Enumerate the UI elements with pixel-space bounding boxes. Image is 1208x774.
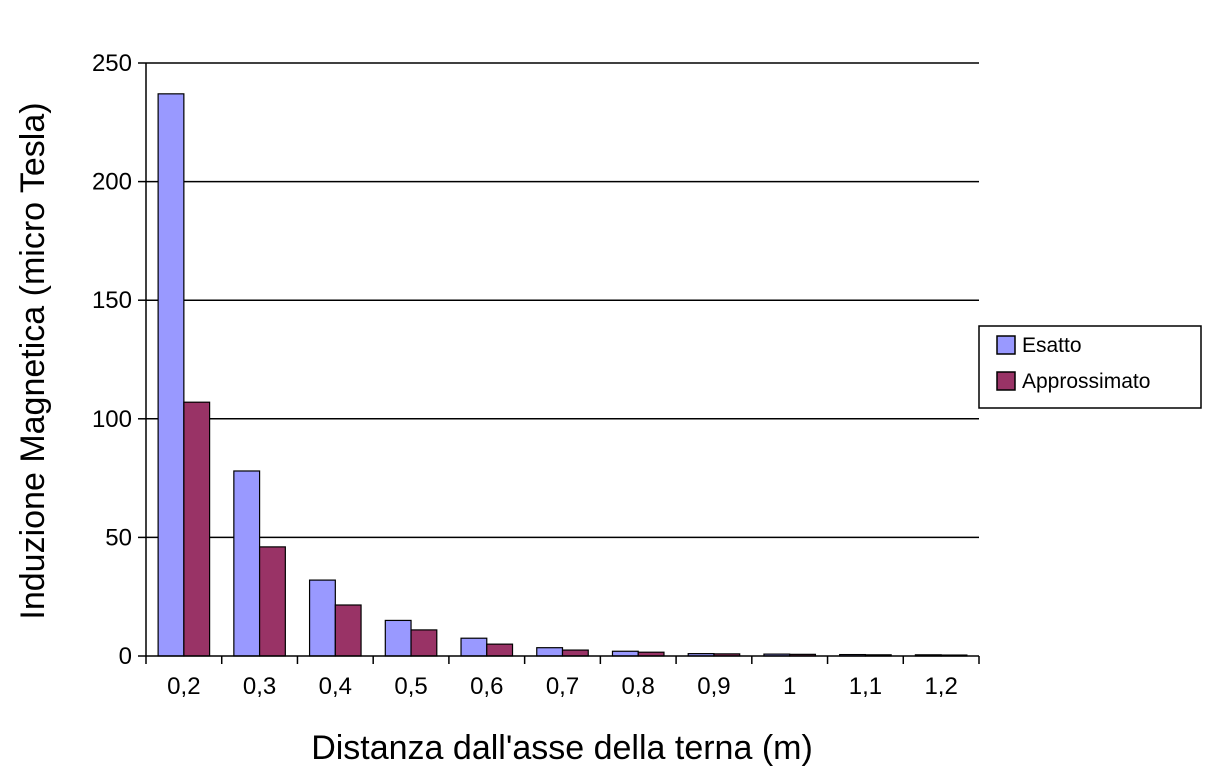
bar-approssimato-5 xyxy=(561,649,589,657)
y-tick-label: 150 xyxy=(92,287,132,314)
x-tick-label: 0,7 xyxy=(546,673,579,700)
bar-approssimato-1 xyxy=(258,546,286,657)
y-tick-label: 250 xyxy=(92,50,132,77)
x-tick-label: 0,4 xyxy=(319,673,352,700)
x-tick-label: 0,3 xyxy=(243,673,276,700)
x-tick-label: 1,2 xyxy=(924,673,957,700)
bar-esatto-5 xyxy=(536,647,564,657)
legend-box xyxy=(978,325,1202,409)
x-tick-label: 0,5 xyxy=(394,673,427,700)
x-tick-label: 1,1 xyxy=(849,673,882,700)
legend-swatch-approssimato xyxy=(996,371,1016,391)
legend-label-approssimato: Approssimato xyxy=(1022,370,1150,393)
y-tick-label: 100 xyxy=(92,406,132,433)
y-axis-title: Induzione Magnetica (micro Tesla) xyxy=(14,102,52,619)
x-tick-label: 0,9 xyxy=(697,673,730,700)
x-axis-title: Distanza dall'asse della terna (m) xyxy=(311,729,813,767)
gridlines xyxy=(146,62,979,539)
x-tick-label: 0,2 xyxy=(167,673,200,700)
y-tick-label: 0 xyxy=(119,643,132,670)
bars xyxy=(157,93,968,657)
y-tick-labels: 0 50 100 150 200 250 xyxy=(92,50,132,670)
bar-esatto-0 xyxy=(157,93,185,657)
bar-approssimato-4 xyxy=(486,643,514,657)
x-tick-label: 1 xyxy=(783,673,796,700)
x-tick-labels: 0,2 0,3 0,4 0,5 0,6 0,7 0,8 0,9 1 1,1 1,2 xyxy=(167,673,958,700)
axes xyxy=(138,62,980,664)
bar-approssimato-2 xyxy=(334,604,362,657)
legend-swatch-esatto xyxy=(996,335,1016,355)
bar-esatto-4 xyxy=(460,637,488,657)
x-tick-label: 0,6 xyxy=(470,673,503,700)
legend: Esatto Approssimato xyxy=(978,325,1202,409)
x-tick-label: 0,8 xyxy=(622,673,655,700)
bar-approssimato-0 xyxy=(183,401,211,657)
bar-approssimato-3 xyxy=(410,629,438,657)
bar-esatto-2 xyxy=(308,579,336,657)
y-tick-label: 200 xyxy=(92,169,132,196)
y-tick-label: 50 xyxy=(105,524,132,551)
legend-label-esatto: Esatto xyxy=(1022,334,1082,357)
bar-esatto-1 xyxy=(233,470,261,657)
bar-esatto-3 xyxy=(384,619,412,657)
